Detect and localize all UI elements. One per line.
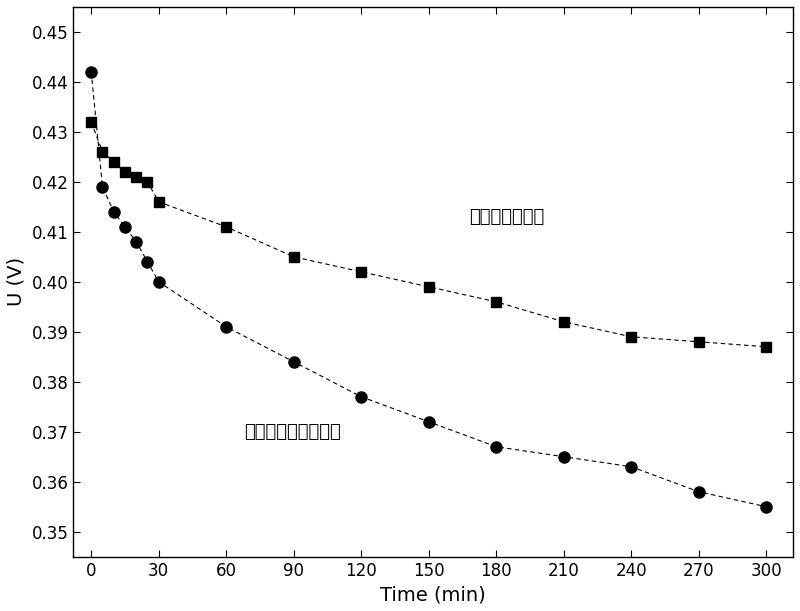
Text: 传统单嶧化层膜电极: 传统单嶧化层膜电极 <box>244 423 341 441</box>
Y-axis label: U (V): U (V) <box>7 257 26 306</box>
X-axis label: Time (min): Time (min) <box>380 585 486 604</box>
Text: 双嶧化层膜电极: 双嶧化层膜电极 <box>469 208 544 226</box>
